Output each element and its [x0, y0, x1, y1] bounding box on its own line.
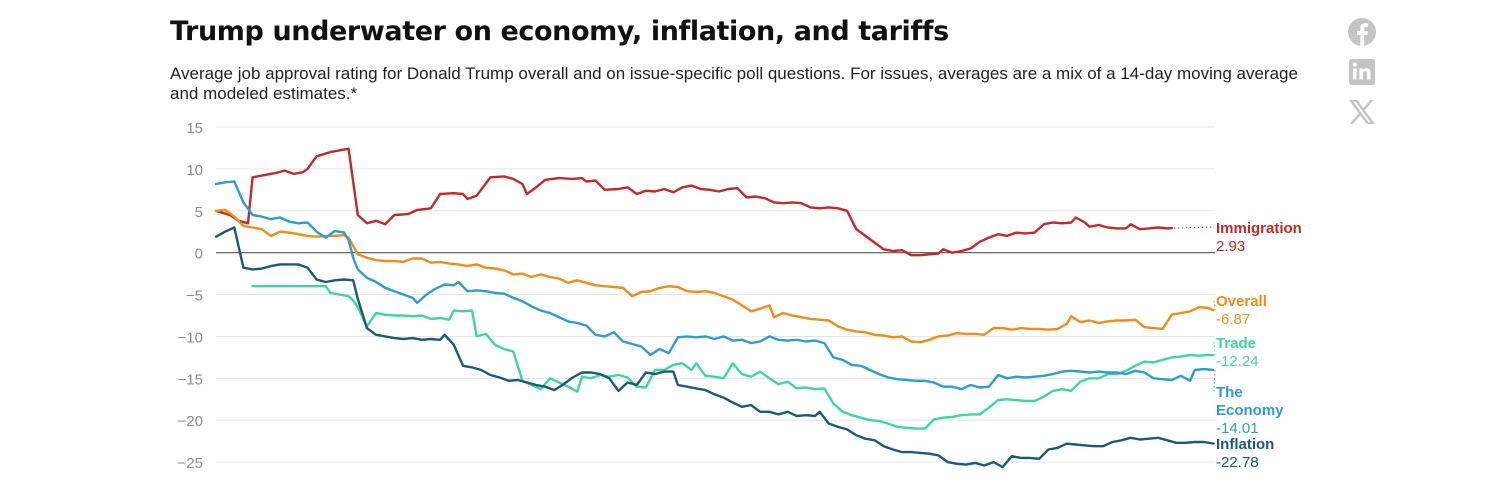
y-tick-label: 0 — [195, 246, 203, 263]
series-line-overall — [214, 208, 1215, 344]
facebook-icon — [1348, 18, 1376, 46]
y-tick-label: −15 — [178, 371, 203, 388]
y-tick-label: −10 — [178, 329, 203, 346]
y-tick-label: −20 — [178, 413, 203, 430]
y-tick-label: −5 — [186, 288, 203, 305]
y-tick-label: 10 — [186, 162, 203, 179]
series-label-trade: Trade — [1216, 335, 1256, 352]
series-value-immigration: 2.93 — [1216, 238, 1245, 255]
series-label-immigration: Immigration — [1216, 220, 1302, 237]
label-leader-the-economy — [1213, 370, 1216, 392]
label-leader-overall — [1213, 299, 1216, 311]
series-value-the-economy: -14.01 — [1216, 420, 1259, 437]
x-share-button[interactable] — [1343, 96, 1381, 128]
series-label-the-economy: The — [1216, 384, 1243, 401]
series-label-inflation: Inflation — [1216, 436, 1274, 453]
x-icon — [1349, 100, 1375, 124]
label-leader-immigration — [1173, 226, 1215, 229]
y-tick-label: −30 — [178, 497, 203, 500]
label-leader-trade — [1213, 341, 1216, 356]
series-line-trade — [251, 285, 1215, 430]
y-tick-label: 5 — [195, 204, 203, 221]
chart-series — [214, 147, 1215, 469]
y-tick-label: −25 — [178, 455, 203, 472]
series-label-overall: Overall — [1216, 293, 1267, 310]
series-value-trade: -12.24 — [1216, 353, 1259, 370]
chart-title: Trump underwater on economy, inflation, … — [170, 16, 949, 47]
series-value-inflation: -22.78 — [1216, 454, 1259, 471]
label-leader-inflation — [1213, 442, 1216, 444]
series-value-overall: -6.87 — [1216, 311, 1250, 328]
linkedin-icon — [1349, 59, 1375, 85]
series-line-immigration — [214, 147, 1173, 257]
series-label-the-economy: Economy — [1216, 402, 1284, 419]
chart-subtitle: Average job approval rating for Donald T… — [170, 64, 1298, 103]
series-line-inflation — [214, 226, 1215, 469]
series-line-the-economy — [214, 180, 1215, 391]
chart-gridlines: 15 10 5 0 −5 −10 −15 −20 −25 −30 — [178, 120, 1215, 500]
y-tick-label: 15 — [186, 120, 203, 137]
facebook-share-button[interactable] — [1343, 16, 1381, 48]
linkedin-share-button[interactable] — [1343, 56, 1381, 88]
